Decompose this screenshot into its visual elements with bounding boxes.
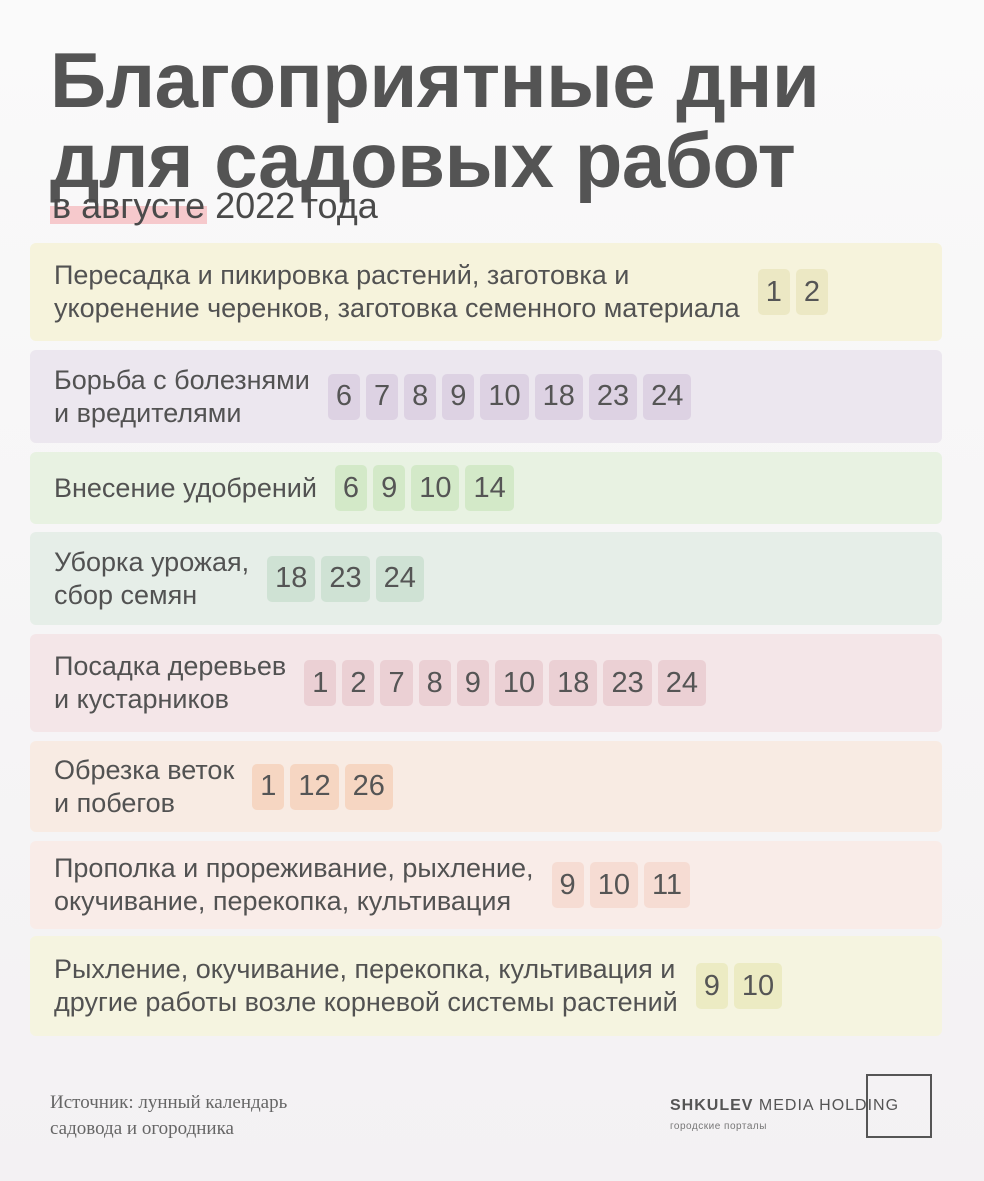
row-weeding: Прополка и прореживание, рыхление, окучи…	[30, 841, 942, 929]
brand-logo: SHKULEV MEDIA HOLDING городские порталы	[670, 1097, 899, 1132]
day-chip: 1	[304, 660, 337, 706]
day-chip: 8	[404, 373, 437, 420]
subtitle: в августе 2022 года	[49, 185, 378, 226]
row-fertilizing: Внесение удобрений 6 9 10 14	[30, 452, 942, 524]
days-list: 6 9 10 14	[334, 465, 520, 511]
days-list: 9 10	[695, 963, 788, 1009]
day-chip: 10	[589, 862, 638, 908]
day-chip: 6	[327, 373, 360, 420]
day-chip: 10	[411, 465, 460, 511]
row-harvest: Уборка урожая, сбор семян 18 23 24	[30, 532, 942, 625]
day-chip: 11	[643, 862, 691, 908]
day-chip: 24	[643, 373, 692, 420]
row-label: Уборка урожая, сбор семян	[54, 546, 250, 610]
source-note: Источник: лунный календарь садовода и ог…	[50, 1092, 288, 1139]
day-chip: 23	[603, 660, 652, 706]
day-chip: 10	[733, 963, 783, 1009]
day-chip: 1	[252, 763, 285, 810]
day-chip: 24	[375, 555, 424, 602]
row-root-work: Рыхление, окучивание, перекопка, культив…	[30, 936, 942, 1036]
days-list: 1 2 7 8 9 10 18 23 24	[304, 660, 712, 706]
title-line-1: Благоприятные дни	[50, 36, 820, 124]
day-chip: 7	[365, 373, 399, 420]
day-chip: 9	[551, 862, 584, 908]
day-chip: 10	[494, 660, 544, 706]
days-list: 1 12 26	[252, 763, 399, 810]
row-pruning: Обрезка веток и побегов 1 12 26	[30, 741, 942, 832]
day-chip: 9	[373, 465, 406, 511]
row-label: Внесение удобрений	[54, 472, 317, 503]
page-title: Благоприятные дни для садовых работ	[50, 36, 820, 204]
days-list: 6 7 8 9 10 18 23 24	[327, 373, 698, 420]
day-chip: 2	[342, 660, 375, 706]
day-chip: 10	[480, 373, 529, 420]
days-list: 18 23 24	[267, 555, 430, 602]
day-chip: 14	[465, 465, 514, 511]
row-label: Рыхление, окучивание, перекопка, культив…	[54, 954, 678, 1017]
day-chip: 6	[334, 465, 368, 511]
day-chip: 18	[534, 373, 583, 420]
subtitle-highlight: в августе	[49, 185, 208, 226]
day-chip: 9	[456, 660, 489, 706]
brand-name-rest: MEDIA HOLDING	[753, 1097, 900, 1114]
day-chip: 9	[442, 373, 475, 420]
row-pest-control: Борьба с болезнями и вредителями 6 7 8 9 10 1…	[30, 350, 942, 443]
day-chip: 1	[757, 269, 790, 315]
brand-name-bold: SHKULEV	[670, 1097, 754, 1114]
day-chip: 18	[267, 555, 316, 602]
brand-subtitle: городские порталы	[670, 1121, 767, 1132]
day-chip: 23	[321, 555, 370, 602]
day-chip: 7	[380, 660, 413, 706]
brand-name: SHKULEV MEDIA HOLDING	[670, 1097, 899, 1115]
row-transplant: Пересадка и пикировка растений, заготовк…	[30, 243, 942, 341]
row-label: Посадка деревьев и кустарников	[54, 651, 287, 714]
row-planting-trees: Посадка деревьев и кустарников 1 2 7 8 9 10 18…	[30, 634, 942, 732]
day-chip: 23	[588, 373, 638, 420]
day-chip: 2	[795, 269, 828, 315]
days-list: 9 10 11	[551, 862, 697, 908]
day-chip: 18	[549, 660, 598, 706]
day-chip: 12	[290, 763, 339, 810]
day-chip: 26	[344, 763, 393, 810]
row-label: Борьба с болезнями и вредителями	[54, 364, 310, 428]
row-label: Прополка и прореживание, рыхление, окучи…	[54, 853, 534, 916]
day-chip: 24	[657, 660, 706, 706]
day-chip: 9	[695, 963, 728, 1009]
day-chip: 8	[418, 660, 451, 706]
subtitle-year: 2022 года	[205, 185, 378, 226]
row-label: Пересадка и пикировка растений, заготовк…	[54, 260, 740, 323]
title-line-2: для садовых работ	[50, 116, 796, 204]
row-label: Обрезка веток и побегов	[54, 754, 235, 818]
brand-frame-icon	[866, 1074, 932, 1138]
